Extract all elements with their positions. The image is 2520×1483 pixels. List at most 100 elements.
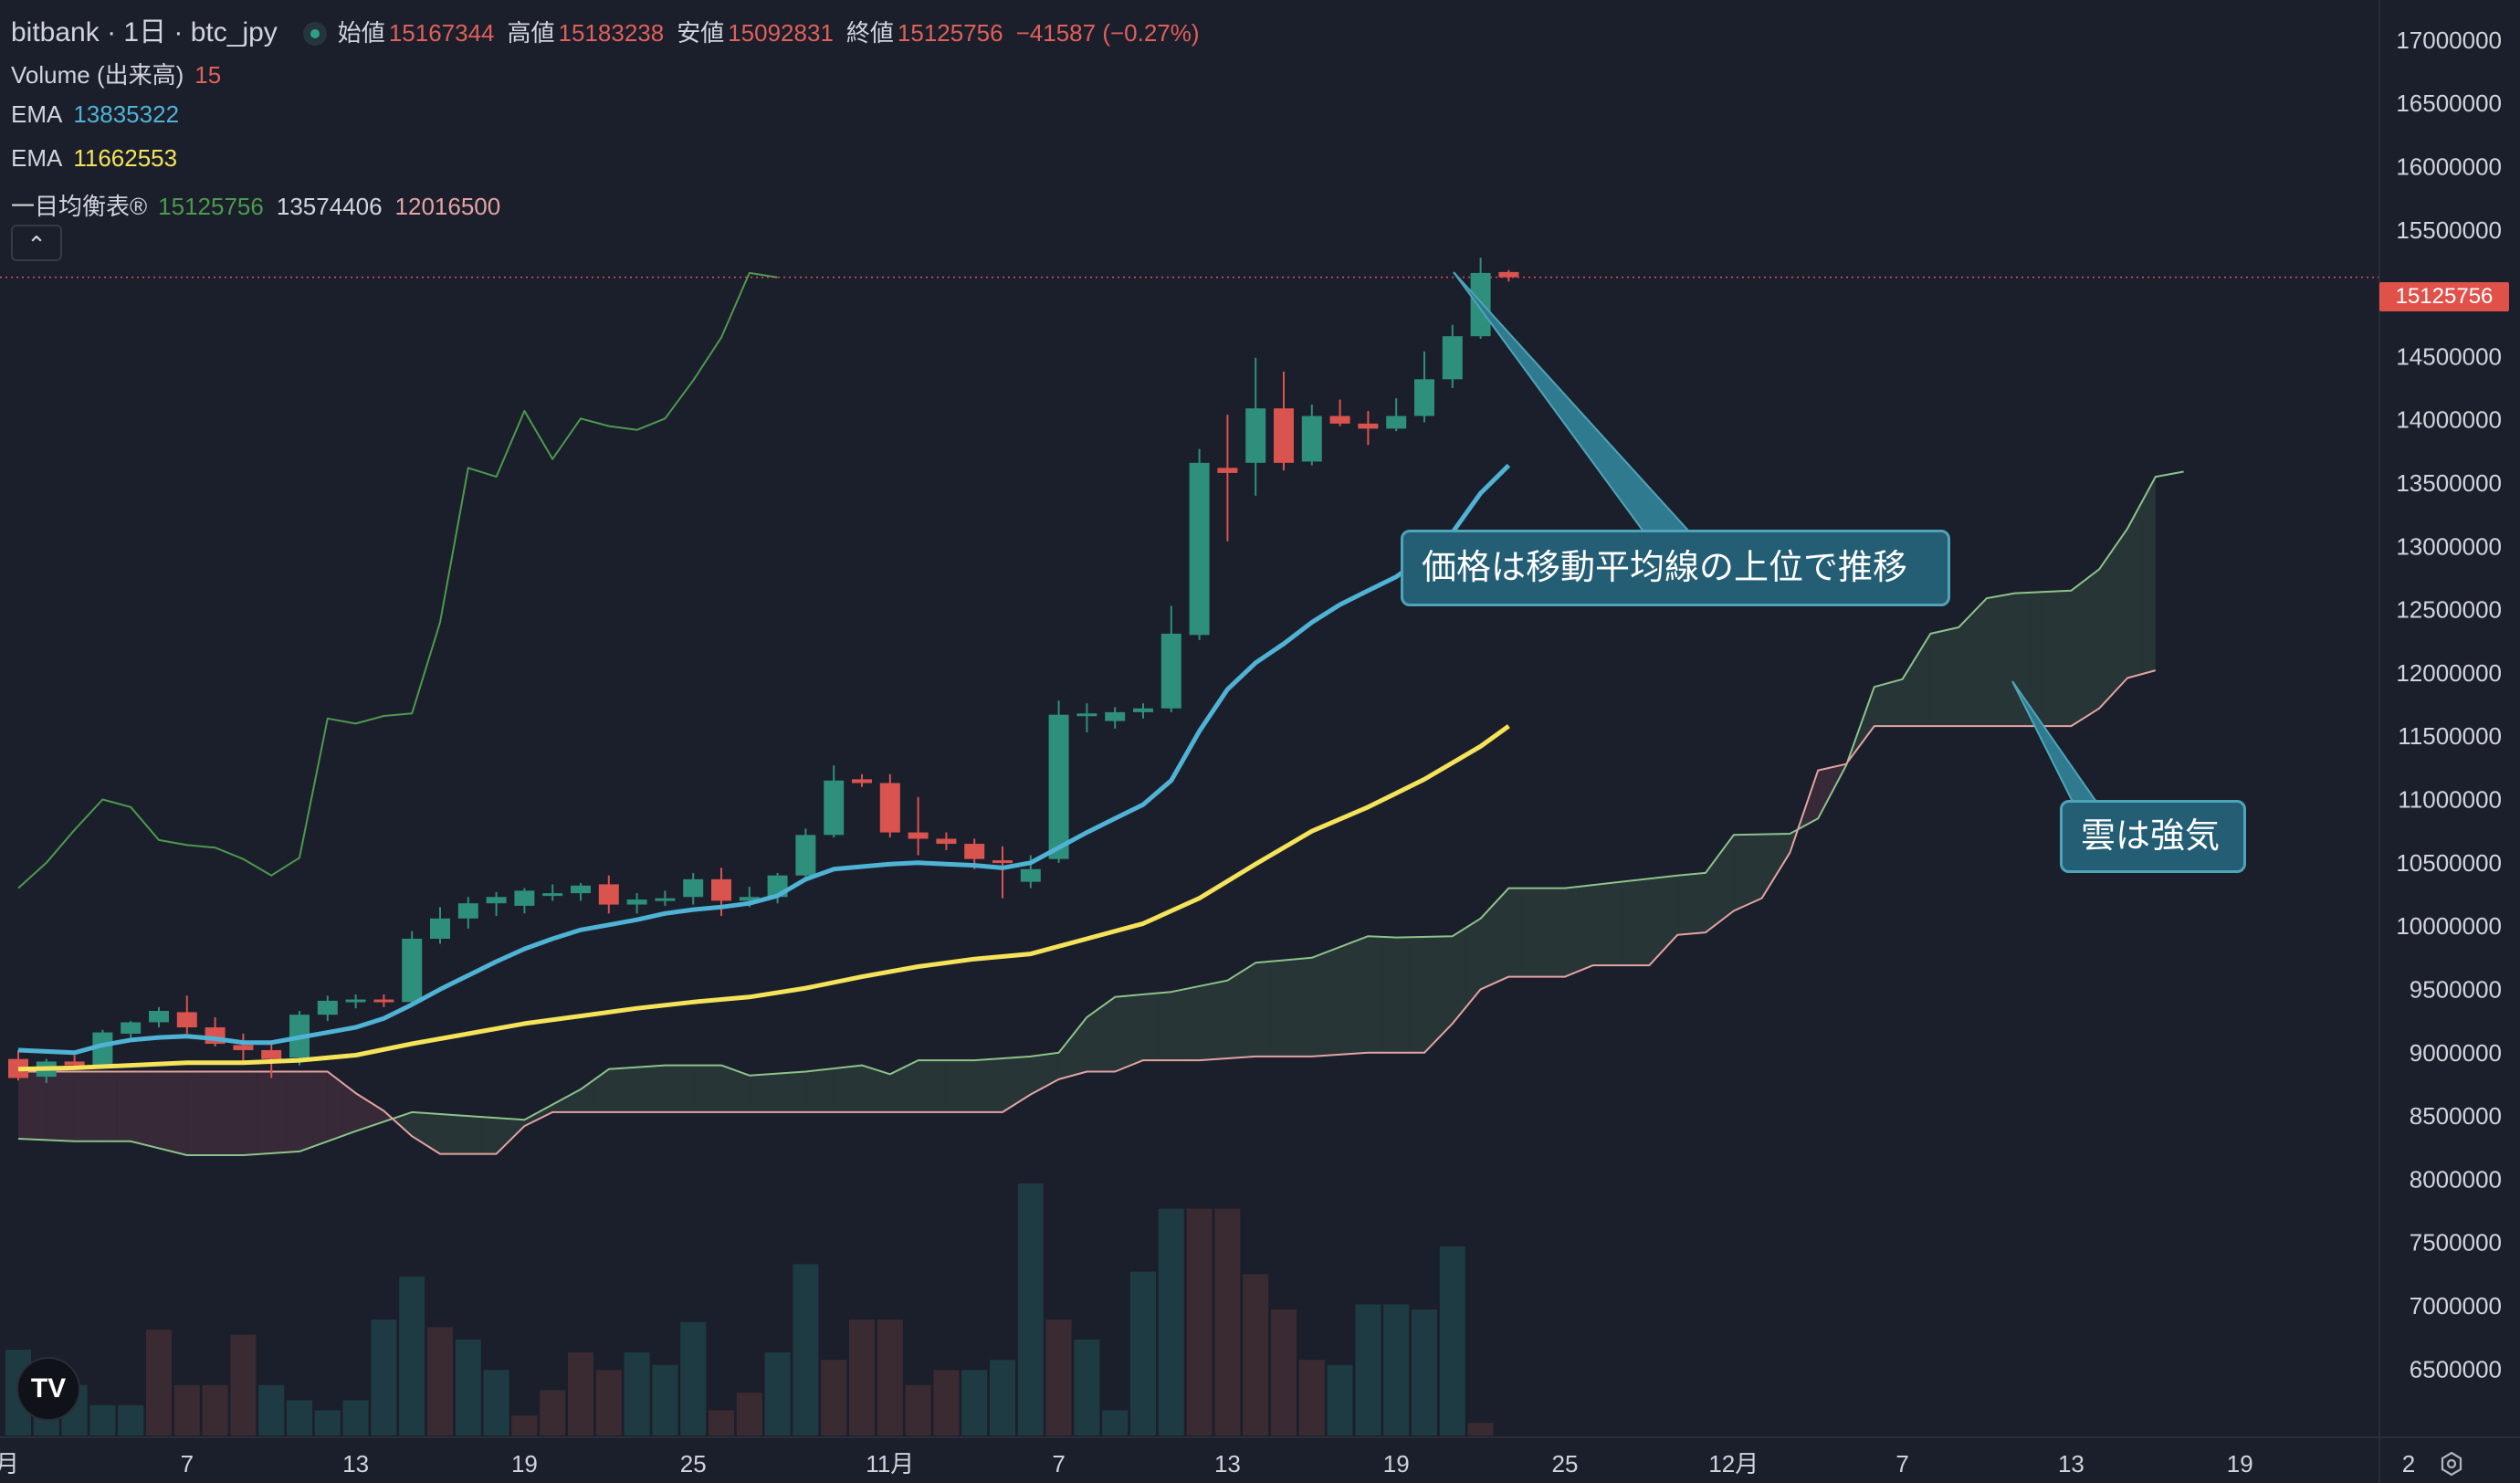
volume-bar (287, 1400, 312, 1436)
tradingview-logo[interactable]: TV (16, 1357, 80, 1421)
annotation-cloud-text: 雲は強気 (2081, 817, 2221, 856)
cloud-segment-bull (2057, 590, 2072, 727)
volume-bar (1439, 1246, 1465, 1436)
cloud-segment-bull (440, 1113, 455, 1154)
cloud-segment-bull (1241, 962, 1256, 1057)
close-value: 15125756 (897, 19, 1003, 47)
symbol-title[interactable]: bitbank · 1日 · btc_jpy (11, 17, 278, 47)
price-tick-label: 6500000 (2410, 1355, 2502, 1383)
cloud-segment-bull (1058, 1035, 1073, 1079)
candle-body (1386, 415, 1407, 429)
cloud-segment-bull (1930, 630, 1945, 727)
cloud-segment-bull (1706, 854, 1720, 933)
ichimoku-value-3: 12016500 (394, 193, 501, 220)
cloud-segment-bull (1339, 941, 1354, 1055)
volume-bar (933, 1370, 960, 1436)
candle-body (908, 832, 929, 839)
cloud-segment-bear (229, 1071, 244, 1156)
annotation-ma[interactable]: 価格は移動平均線の上位で推移 (1401, 530, 1950, 606)
volume-bar (1158, 1208, 1184, 1436)
cloud-segment-bear (131, 1071, 145, 1145)
volume-bar (342, 1400, 369, 1436)
volume-bar (652, 1364, 678, 1436)
volume-bar (118, 1404, 144, 1436)
volume-bar (1130, 1271, 1156, 1436)
time-tick-label: 13 (1214, 1450, 1241, 1478)
price-tick-label: 8000000 (2410, 1165, 2502, 1193)
volume-bar (1017, 1183, 1044, 1436)
cloud-segment-bull (1438, 936, 1453, 1038)
volume-legend[interactable]: Volume (出来高) 15 (11, 57, 232, 90)
cloud-segment-bull (678, 1065, 694, 1112)
volume-bar (990, 1360, 1015, 1436)
cloud-segment-bull (1087, 1006, 1101, 1072)
ema-slow-legend[interactable]: EMA 11662553 (11, 144, 188, 173)
ema-fast-label: EMA (11, 100, 63, 128)
cloud-segment-bull (932, 1060, 947, 1112)
collapse-legend-button[interactable]: ⌃ (11, 225, 62, 261)
cloud-segment-bull (1045, 1052, 1059, 1088)
time-tick-label: 月 (0, 1450, 19, 1478)
volume-bar (1074, 1340, 1100, 1436)
cloud-segment-bull (1508, 888, 1523, 977)
candle-body (373, 999, 394, 1003)
cloud-segment-bull (1311, 952, 1327, 1057)
cloud-segment-bull (1987, 595, 2001, 727)
candle-body (1498, 271, 1519, 278)
ichimoku-legend[interactable]: 一目均衡表® 15125756 13574406 12016500 (11, 188, 513, 222)
ema-fast-legend[interactable]: EMA 13835322 (11, 100, 190, 129)
chikou-span-line (17, 271, 778, 889)
cloud-segment-bull (763, 1073, 778, 1112)
volume-bar (905, 1384, 931, 1436)
candle-body (1189, 462, 1210, 636)
volume-bar (1355, 1304, 1381, 1436)
candle-body (486, 897, 507, 904)
volume-bar (1214, 1208, 1241, 1436)
time-tick-label: 25 (680, 1450, 707, 1478)
ichimoku-value-1: 15125756 (158, 193, 264, 220)
cloud-segment-bull (1368, 936, 1382, 1053)
candle-body (795, 835, 816, 876)
cloud-segment-bull (397, 1111, 413, 1137)
cloud-segment-bull (1424, 936, 1439, 1053)
cloud-segment-bull (1100, 996, 1116, 1072)
cloud-segment-bull (2042, 591, 2057, 727)
candle-body (1358, 423, 1379, 429)
volume-bar (371, 1320, 397, 1436)
volume-bar (173, 1384, 200, 1436)
annotation-cloud[interactable]: 雲は強気 (2060, 800, 2246, 873)
ema-fast-line (17, 463, 1511, 1056)
cloud-segment-bull (1958, 613, 1973, 727)
cloud-segment-bear (102, 1071, 117, 1141)
volume-bar (89, 1404, 116, 1436)
cloud-segment-bull (636, 1066, 651, 1112)
candle-body (1301, 415, 1322, 462)
price-tick-label: 12000000 (2396, 659, 2502, 687)
candle-body (824, 780, 845, 836)
candle-body (1245, 408, 1266, 463)
volume-bar (258, 1384, 285, 1436)
cloud-segment-bear (46, 1071, 61, 1141)
cloud-segment-bull (1129, 994, 1143, 1067)
candle-body (683, 878, 704, 898)
candle-body (1076, 713, 1097, 717)
candle-body (176, 1012, 197, 1028)
time-tick-label: 13 (342, 1450, 369, 1478)
price-tick-label: 16000000 (2396, 153, 2502, 180)
senkou-span-b-line (18, 669, 2157, 1155)
time-tick-label: 12月 (1708, 1450, 1759, 1478)
volume-value: 15 (194, 61, 222, 89)
volume-bar (961, 1370, 988, 1436)
cloud-segment-bear (1803, 770, 1819, 826)
ichimoku-value-2: 13574406 (276, 193, 383, 220)
settings-icon[interactable] (2438, 1450, 2465, 1478)
cloud-segment-bull (1719, 835, 1734, 922)
cloud-segment-bull (594, 1068, 609, 1112)
close-label: 終値 (845, 19, 894, 47)
market-status-icon[interactable] (302, 22, 327, 47)
cloud-segment-bull (1269, 960, 1284, 1057)
cloud-segment-bull (735, 1070, 750, 1112)
candle-body (233, 1045, 254, 1050)
candle-body (992, 860, 1013, 864)
